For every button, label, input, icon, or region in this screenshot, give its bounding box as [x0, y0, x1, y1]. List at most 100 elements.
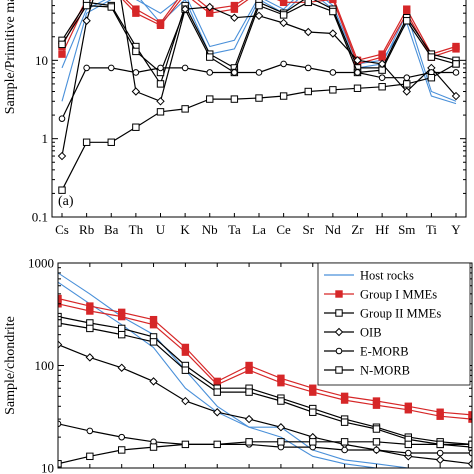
data-point-e-morb — [304, 64, 312, 72]
data-point-n-morb — [309, 438, 317, 446]
data-point-n-morb — [304, 87, 312, 96]
data-point-group-i-mmes — [156, 21, 165, 30]
x-tick-label: Zr — [351, 222, 364, 237]
data-point-n-morb — [340, 438, 349, 446]
data-point-group-ii-mmes — [156, 80, 165, 88]
data-point-n-morb — [86, 452, 94, 461]
x-tick-label: Hf — [375, 222, 389, 237]
data-point-n-morb — [245, 438, 253, 446]
y-tick-label: 100 — [35, 358, 55, 373]
data-point-oib — [213, 408, 222, 417]
x-tick-label: Ti — [426, 222, 437, 237]
data-point-group-i-mmes — [181, 348, 190, 356]
data-point-oib — [276, 423, 286, 432]
data-point-oib — [402, 87, 411, 96]
data-point-n-morb — [403, 80, 411, 88]
data-point-group-ii-mmes — [58, 319, 62, 327]
data-point-group-ii-mmes — [304, 0, 312, 7]
x-tick-label: Sm — [398, 222, 415, 237]
data-point-e-morb — [341, 446, 348, 454]
legend-marker — [335, 290, 343, 298]
data-point-group-i-mmes — [309, 388, 317, 396]
data-point-e-morb — [58, 115, 66, 122]
data-point-oib — [149, 377, 158, 386]
data-point-oib — [85, 353, 95, 362]
legend-marker — [335, 309, 343, 317]
data-point-oib — [58, 340, 63, 349]
legend-entry: Group I MMEs — [360, 288, 437, 302]
panel-a-plot: 0.1 1 10 Cs Rb Ba Th U K Nb Ta La Ce Sr Nd Zr Hf Sm Ti Y Sam… — [3, 0, 467, 237]
data-point-group-ii-mmes — [340, 418, 349, 426]
data-point-oib — [244, 414, 254, 424]
data-point-e-morb — [373, 446, 380, 454]
data-point-n-morb — [107, 138, 115, 146]
data-point-group-ii-mmes — [279, 11, 288, 19]
data-point-e-morb — [86, 427, 94, 435]
data-point-e-morb — [436, 449, 444, 457]
data-point-n-morb — [181, 105, 189, 113]
data-point-group-i-mmes — [86, 307, 94, 315]
data-point-group-ii-mmes — [82, 1, 91, 10]
data-point-oib — [117, 363, 126, 372]
data-point-group-i-mmes — [277, 378, 285, 387]
data-point-n-morb — [468, 440, 472, 449]
data-point-group-ii-mmes — [206, 53, 214, 61]
data-point-oib — [377, 59, 387, 69]
data-point-e-morb — [378, 74, 386, 82]
data-point-e-morb — [329, 69, 337, 76]
series-line-n-morb — [61, 63, 457, 191]
data-point-e-morb — [255, 69, 263, 76]
data-point-group-ii-mmes — [245, 388, 253, 396]
data-point-oib — [131, 87, 141, 96]
data-point-n-morb — [255, 94, 263, 102]
y-tick-label: 10 — [35, 53, 48, 68]
data-point-oib — [82, 16, 91, 25]
data-point-e-morb — [118, 433, 125, 441]
data-point-oib — [435, 455, 445, 465]
legend-marker — [335, 347, 343, 355]
data-point-group-ii-mmes — [403, 17, 411, 25]
data-point-group-i-mmes — [279, 0, 288, 7]
series-line-oib — [58, 344, 472, 465]
data-point-e-morb — [405, 449, 412, 457]
data-point-group-ii-mmes — [107, 3, 115, 11]
data-point-group-i-mmes — [378, 53, 386, 61]
data-point-group-ii-mmes — [132, 47, 140, 56]
series-group — [57, 0, 461, 194]
data-point-e-morb — [403, 74, 411, 82]
data-point-n-morb — [117, 446, 126, 454]
data-point-n-morb — [353, 84, 362, 92]
data-point-oib — [254, 11, 264, 21]
data-point-n-morb — [230, 95, 239, 103]
data-point-oib — [279, 18, 288, 28]
data-point-oib — [328, 29, 338, 38]
data-point-group-i-mmes — [58, 50, 66, 58]
data-point-n-morb — [378, 83, 386, 91]
x-tick-label: Rb — [79, 222, 94, 237]
series-line-group-ii-mmes — [58, 322, 472, 448]
data-point-n-morb — [372, 438, 381, 446]
legend-entry: Group II MMEs — [360, 307, 441, 321]
data-point-group-i-mmes — [117, 312, 126, 321]
series-line-group-i-mmes — [61, 0, 457, 62]
data-point-e-morb — [107, 64, 115, 72]
data-point-e-morb — [280, 60, 287, 68]
data-point-oib — [181, 396, 190, 406]
legend-marker — [334, 327, 344, 337]
x-tick-label: Nb — [202, 222, 218, 237]
data-point-group-ii-mmes — [329, 7, 337, 16]
x-tick-label: U — [156, 222, 166, 237]
legend-box — [317, 262, 471, 386]
x-tick-label: Cs — [55, 222, 69, 237]
data-point-group-i-mmes — [452, 45, 460, 53]
data-point-e-morb — [206, 69, 214, 76]
data-point-e-morb — [157, 64, 164, 72]
panel-label: (a) — [58, 194, 74, 209]
x-tick-label: Sr — [302, 222, 314, 237]
data-point-oib — [180, 4, 190, 14]
data-point-group-i-mmes — [404, 406, 413, 414]
data-point-n-morb — [436, 440, 444, 449]
series-line-host-rocks — [58, 272, 472, 468]
data-point-n-morb — [58, 460, 62, 468]
